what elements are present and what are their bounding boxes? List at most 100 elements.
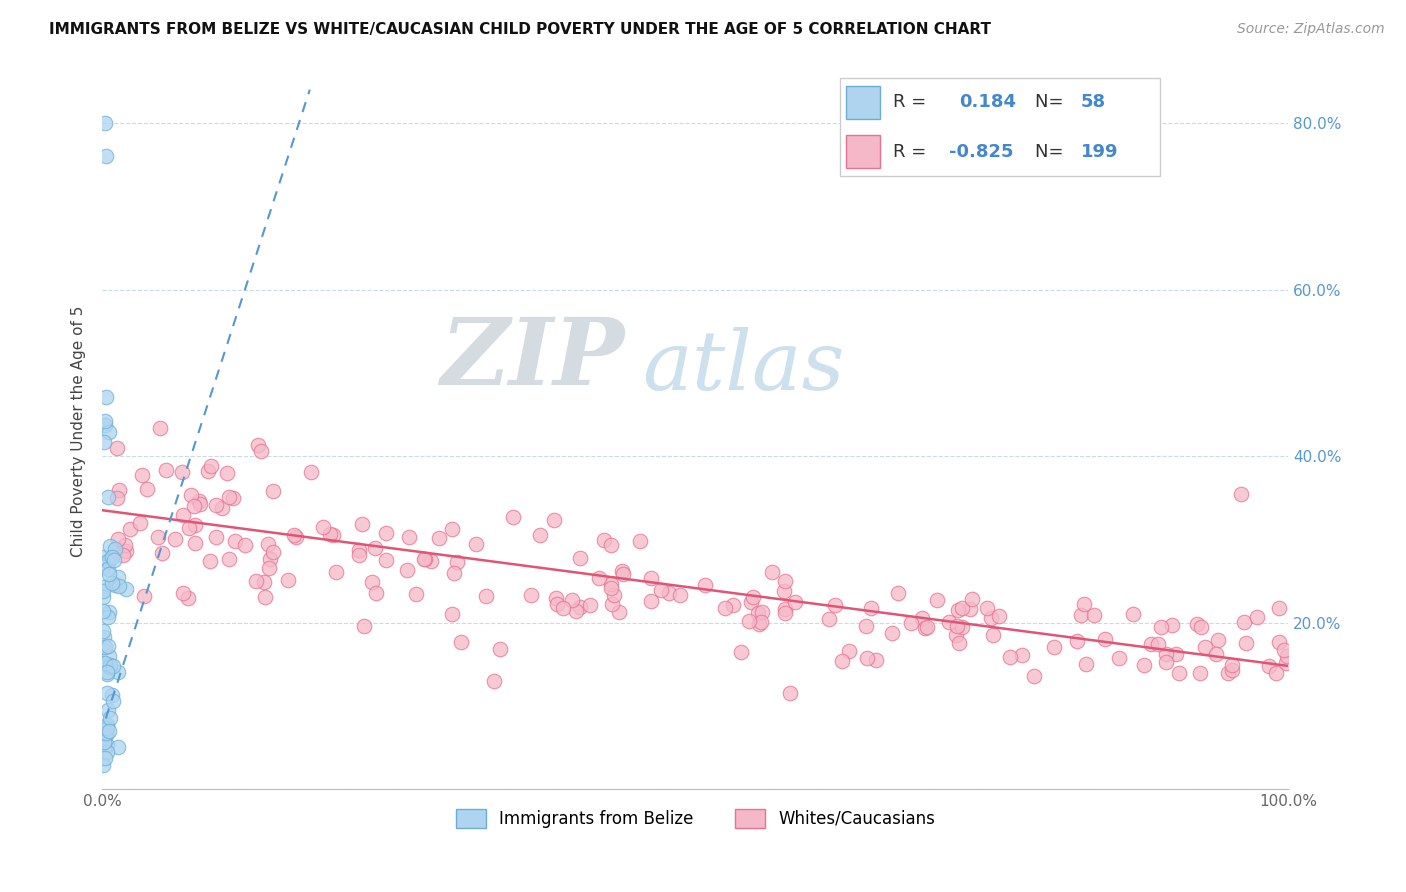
Point (183, 499, 205, 513)
Point (353, 619, 375, 633)
Point (150, 546, 173, 560)
Text: -0.825: -0.825 (949, 143, 1014, 161)
Point (131, 467, 153, 482)
Point (107, 570, 129, 584)
Point (347, 543, 370, 558)
Point (489, 641, 512, 656)
Point (779, 686, 801, 700)
Text: 0.184: 0.184 (959, 94, 1015, 112)
Point (925, 593, 948, 607)
Point (96, 717, 118, 731)
Point (1233, 615, 1256, 629)
Point (1246, 609, 1268, 624)
Point (911, 611, 934, 625)
Point (588, 570, 610, 584)
Point (184, 535, 207, 549)
Point (350, 516, 373, 531)
Point (94, 751, 117, 765)
Point (259, 552, 281, 566)
Point (205, 498, 228, 512)
Point (284, 531, 307, 545)
Point (440, 607, 463, 621)
Bar (846, 87, 880, 119)
Point (96, 667, 118, 681)
Point (262, 545, 284, 559)
Point (180, 488, 202, 502)
Point (97, 562, 120, 576)
Point (200, 554, 222, 568)
Point (1194, 640, 1216, 655)
Point (211, 500, 233, 515)
Point (976, 601, 998, 615)
Point (482, 673, 505, 688)
Point (96, 665, 118, 679)
Point (561, 593, 583, 607)
Point (312, 520, 335, 534)
Point (1258, 659, 1281, 673)
Point (103, 553, 125, 567)
Point (107, 740, 129, 755)
Point (188, 494, 211, 508)
Point (1230, 486, 1253, 500)
Point (1150, 620, 1173, 634)
Point (1164, 648, 1187, 662)
Point (568, 551, 591, 566)
Point (97, 703, 120, 717)
Point (600, 597, 623, 611)
Point (450, 635, 472, 649)
Point (103, 694, 125, 708)
Point (115, 544, 138, 558)
Point (865, 653, 887, 667)
Point (107, 665, 129, 680)
FancyBboxPatch shape (839, 78, 1160, 177)
Point (163, 533, 186, 547)
Point (1265, 665, 1288, 680)
Text: ZIP: ZIP (440, 315, 624, 404)
Point (115, 582, 138, 597)
Point (299, 466, 322, 480)
Point (97, 491, 120, 505)
Point (915, 620, 938, 634)
Point (405, 587, 427, 601)
Point (640, 594, 662, 608)
Point (93, 657, 115, 672)
Point (222, 491, 245, 506)
Point (948, 636, 970, 650)
Point (96, 738, 118, 752)
Point (347, 548, 370, 562)
Point (1122, 607, 1144, 621)
Point (91, 758, 114, 772)
Point (1011, 648, 1033, 663)
Point (1073, 597, 1095, 611)
Point (364, 541, 387, 555)
Point (640, 571, 662, 585)
Point (172, 586, 194, 600)
Point (775, 606, 797, 620)
Point (325, 565, 347, 579)
Point (94, 390, 117, 404)
Point (1205, 647, 1227, 661)
Point (946, 603, 969, 617)
Point (1220, 657, 1243, 672)
Point (94, 640, 117, 655)
Point (1185, 616, 1208, 631)
Point (738, 614, 761, 628)
Point (97, 639, 120, 653)
Point (730, 645, 752, 659)
Point (446, 555, 468, 569)
Point (783, 595, 806, 609)
Point (184, 517, 207, 532)
Point (628, 533, 651, 548)
Point (650, 582, 672, 597)
Point (831, 654, 853, 668)
Point (93, 435, 115, 450)
Point (693, 578, 716, 592)
Point (440, 522, 463, 536)
Point (111, 548, 134, 562)
Point (252, 575, 274, 590)
Point (946, 619, 969, 633)
Point (249, 444, 271, 458)
Point (98, 567, 121, 582)
Bar (846, 136, 880, 168)
Text: 58: 58 (1081, 94, 1107, 112)
